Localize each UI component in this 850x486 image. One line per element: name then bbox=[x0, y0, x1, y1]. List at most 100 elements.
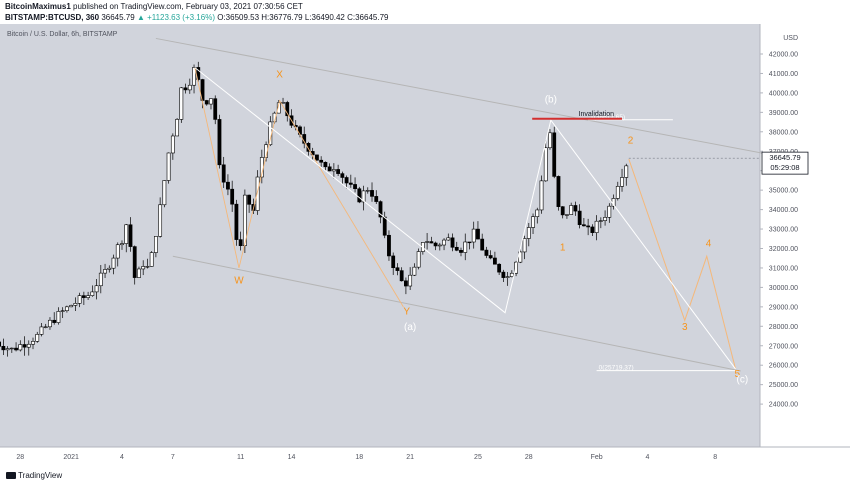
candle-body bbox=[315, 154, 319, 161]
candle-body bbox=[378, 201, 383, 218]
candle-body bbox=[124, 224, 129, 244]
candle bbox=[539, 175, 544, 214]
candle-body bbox=[569, 205, 574, 215]
candle bbox=[217, 114, 222, 169]
candle-body bbox=[336, 169, 341, 174]
candle-body bbox=[391, 255, 396, 269]
candle bbox=[26, 340, 31, 356]
candle-body bbox=[450, 237, 455, 248]
candle bbox=[374, 190, 379, 205]
candle bbox=[31, 337, 35, 350]
candle-body bbox=[0, 341, 2, 347]
candle bbox=[158, 197, 163, 238]
candle-body bbox=[43, 326, 48, 328]
candle bbox=[238, 231, 243, 251]
candle-body bbox=[598, 220, 603, 222]
impulse-wave-path bbox=[628, 158, 737, 370]
candle-body bbox=[60, 310, 65, 312]
y-tick-label: 35000.00 bbox=[769, 188, 798, 195]
candle bbox=[323, 161, 328, 171]
candle-body bbox=[535, 209, 540, 217]
abc-wave-path bbox=[194, 67, 736, 370]
wave-label: 3 bbox=[682, 322, 688, 333]
candle-body bbox=[488, 255, 493, 259]
candle-body bbox=[90, 291, 95, 296]
price-chart[interactable]: Bitcoin / U.S. Dollar, 6h, BITSTAMP 42000… bbox=[0, 24, 850, 469]
candle-body bbox=[433, 242, 438, 247]
y-tick-label: 25000.00 bbox=[769, 382, 798, 389]
x-tick-label: 2021 bbox=[63, 454, 79, 461]
candle bbox=[18, 340, 23, 352]
candle bbox=[56, 307, 61, 325]
candle-body bbox=[344, 177, 349, 184]
candle bbox=[425, 233, 430, 250]
candle bbox=[65, 305, 69, 313]
y-tick-label: 24000.00 bbox=[769, 402, 798, 409]
candle bbox=[141, 260, 146, 276]
channel-line bbox=[172, 255, 741, 372]
candle-body bbox=[480, 238, 485, 251]
candle bbox=[509, 270, 514, 278]
candle bbox=[560, 206, 565, 219]
candle-body bbox=[556, 176, 561, 207]
candle-body bbox=[179, 87, 184, 120]
candle-body bbox=[26, 343, 31, 348]
chart-title: Bitcoin / U.S. Dollar, 6h, BITSTAMP bbox=[7, 31, 118, 38]
x-tick-label: 8 bbox=[713, 454, 717, 461]
last-price-box bbox=[761, 151, 809, 175]
tradingview-logo-icon bbox=[6, 472, 16, 479]
last-price-value: 36645.79 bbox=[769, 153, 800, 162]
candle bbox=[196, 61, 201, 82]
candle-body bbox=[505, 276, 510, 278]
y-tick-label: 31000.00 bbox=[769, 265, 798, 272]
wave-label: 2 bbox=[628, 135, 634, 146]
candle bbox=[433, 241, 438, 251]
candle-body bbox=[226, 181, 230, 190]
author-name[interactable]: BitcoinMaximus1 bbox=[5, 2, 71, 11]
candle-body bbox=[607, 205, 612, 218]
candle-body bbox=[170, 135, 175, 154]
candle-body bbox=[404, 280, 408, 287]
tradingview-brand[interactable]: TradingView bbox=[6, 471, 62, 480]
candle bbox=[408, 267, 413, 290]
candle-body bbox=[340, 173, 345, 178]
wave-label: 1 bbox=[560, 242, 566, 253]
candle-body bbox=[476, 228, 480, 240]
candle-body bbox=[69, 305, 74, 308]
candle bbox=[48, 317, 52, 330]
candle-body bbox=[14, 347, 18, 351]
candle bbox=[81, 291, 86, 305]
candle-body bbox=[586, 225, 591, 228]
candle bbox=[505, 272, 510, 286]
candle bbox=[357, 186, 362, 204]
candle bbox=[9, 347, 14, 353]
candle-body bbox=[492, 257, 497, 265]
candle-body bbox=[357, 188, 362, 203]
candle bbox=[548, 129, 552, 150]
candle bbox=[531, 213, 535, 234]
candle-body bbox=[382, 216, 387, 236]
candle bbox=[370, 182, 374, 202]
candle-body bbox=[463, 241, 468, 253]
price-change: ▲ +1123.63 (+3.16%) bbox=[136, 13, 215, 22]
candle bbox=[429, 236, 434, 244]
candle-body bbox=[132, 246, 137, 278]
candle-body bbox=[65, 306, 69, 312]
candle bbox=[179, 87, 184, 123]
candle-body bbox=[18, 344, 23, 351]
candle bbox=[526, 222, 531, 247]
candle bbox=[162, 180, 167, 208]
candle bbox=[187, 78, 192, 94]
candle-body bbox=[594, 220, 599, 233]
candle bbox=[395, 263, 400, 276]
candle-body bbox=[230, 188, 235, 205]
candle-body bbox=[5, 348, 10, 351]
wave-label: X bbox=[276, 69, 283, 80]
candle-body bbox=[374, 196, 379, 202]
candle bbox=[285, 100, 290, 122]
candle bbox=[607, 203, 612, 223]
candle bbox=[404, 277, 408, 295]
candle bbox=[69, 304, 74, 308]
candle-body bbox=[209, 98, 213, 105]
candle-body bbox=[1, 345, 6, 351]
